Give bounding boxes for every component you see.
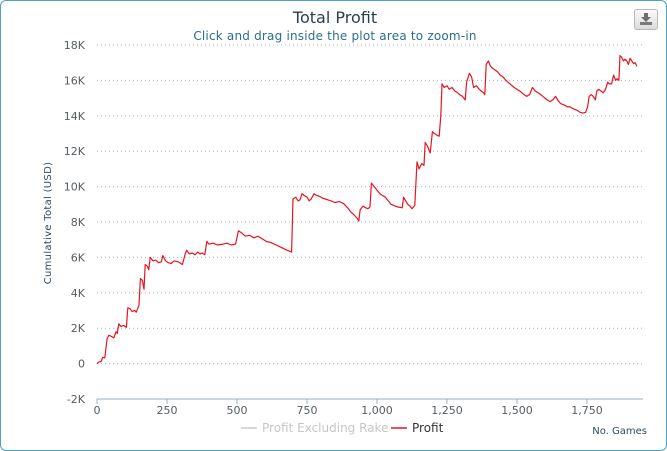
- y-tick-label: 6K: [71, 251, 86, 264]
- chart-subtitle: Click and drag inside the plot area to z…: [193, 29, 476, 43]
- y-tick-label: 2K: [71, 322, 86, 335]
- y-axis-ticks: -2K 0 2K 4K 6K 8K 10K 12K 14K 16K 18K: [64, 39, 86, 406]
- x-axis-label: No. Games: [592, 426, 647, 437]
- x-tick-label: 0: [94, 404, 101, 417]
- x-tick-label: 1,000: [361, 404, 393, 417]
- plot-area[interactable]: [96, 55, 638, 365]
- legend-label: Profit Excluding Rake: [262, 421, 388, 435]
- x-tick-label: 1,250: [431, 404, 463, 417]
- y-tick-label: 0: [78, 358, 85, 371]
- chart-title: Total Profit: [292, 8, 377, 27]
- y-tick-label: 16K: [64, 74, 86, 87]
- y-tick-label: 8K: [71, 216, 86, 229]
- download-icon: [640, 13, 652, 25]
- y-tick-label: -2K: [67, 393, 86, 406]
- series-line-profit[interactable]: [96, 55, 638, 365]
- y-tick-label: 4K: [71, 287, 86, 300]
- legend-label: Profit: [412, 421, 444, 435]
- y-axis-label: Cumulative Total (USD): [43, 162, 54, 285]
- y-tick-label: 10K: [64, 181, 86, 194]
- legend-item-profit[interactable]: Profit: [391, 421, 444, 435]
- y-grid: [97, 44, 643, 365]
- legend: Profit Excluding Rake Profit: [241, 421, 444, 435]
- x-axis: 0 250 500 750 1,000 1,250 1,500 1,750: [94, 398, 643, 417]
- y-tick-label: 14K: [64, 110, 86, 123]
- export-button[interactable]: [634, 9, 658, 30]
- x-tick-label: 500: [227, 404, 248, 417]
- y-tick-label: 12K: [64, 145, 86, 158]
- x-tick-label: 1,750: [571, 404, 603, 417]
- x-tick-label: 1,500: [501, 404, 533, 417]
- legend-item-profit-excluding-rake[interactable]: Profit Excluding Rake: [241, 421, 388, 435]
- x-tick-label: 750: [297, 404, 318, 417]
- y-tick-label: 18K: [64, 39, 86, 52]
- x-tick-label: 250: [157, 404, 178, 417]
